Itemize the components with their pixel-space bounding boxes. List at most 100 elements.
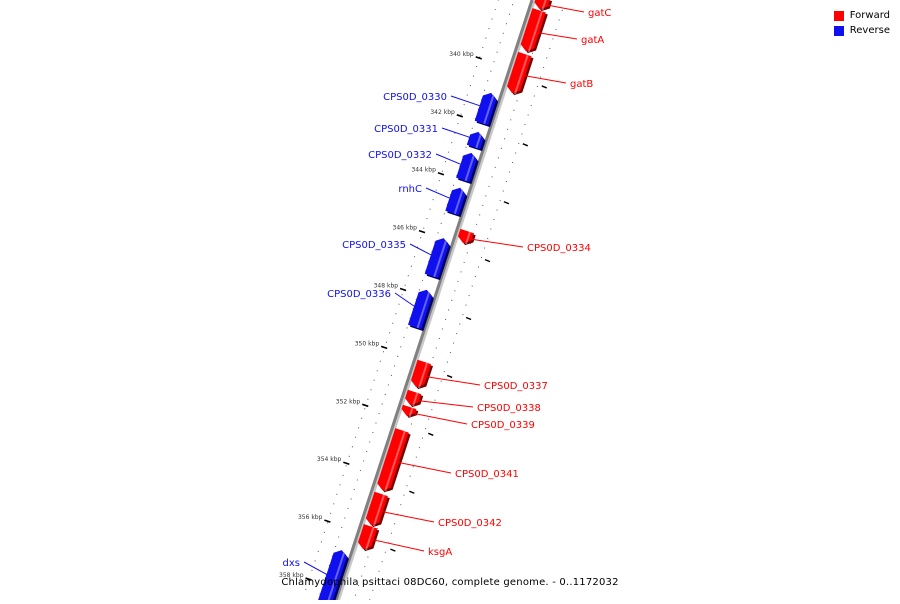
- gene-feature-dxs: [317, 550, 347, 604]
- minor-tick-mark: [484, 258, 491, 263]
- gene-leader-line: [414, 413, 468, 425]
- tick-mark: [324, 519, 331, 523]
- gene-label-cps0d_0331: CPS0D_0331: [374, 124, 438, 135]
- gene-feature-cps0d_0337: [411, 359, 431, 388]
- tick-mark: [418, 229, 426, 234]
- gene-feature-highlight: [326, 550, 346, 604]
- gene-feature-cps0d_0342: [365, 491, 388, 526]
- gene-leader-line: [398, 462, 452, 474]
- gene-feature-highlight: [417, 362, 429, 389]
- gene-label-cps0d_0330: CPS0D_0330: [383, 92, 447, 103]
- gene-feature-cps0d_0338: [405, 389, 422, 406]
- gene-leader-line: [548, 4, 585, 13]
- gene-leader-line: [441, 127, 470, 138]
- legend-label-forward: Forward: [849, 10, 890, 21]
- reverse-swatch-icon: [833, 25, 844, 36]
- gene-feature-rnhc: [445, 187, 466, 216]
- tick-mark: [456, 114, 464, 118]
- gene-leader-line: [525, 75, 567, 84]
- gene-label-ksga: ksgA: [428, 547, 452, 558]
- gene-label-rnhc: rnhC: [398, 184, 422, 195]
- tick-label: 358 kbp: [279, 572, 304, 579]
- gene-leader-line: [373, 539, 425, 552]
- gene-label-gatb: gatB: [570, 79, 593, 90]
- tick-mark: [475, 56, 482, 60]
- minor-tick-mark: [446, 374, 453, 379]
- gene-feature-highlight: [408, 407, 414, 418]
- backbone-shadow: [336, 0, 536, 601]
- gene-feature-highlight: [483, 93, 495, 125]
- tick-label: 346 kbp: [393, 225, 418, 232]
- gene-feature-gatc: [534, 0, 550, 10]
- gene-label-cps0d_0338: CPS0D_0338: [477, 403, 541, 414]
- tick-label: 344 kbp: [411, 167, 436, 174]
- gene-leader-line: [450, 95, 480, 107]
- gene-label-cps0d_0334: CPS0D_0334: [527, 243, 591, 254]
- gene-feature-highlight: [475, 132, 483, 149]
- forward-swatch-icon: [833, 10, 844, 21]
- gene-label-cps0d_0339: CPS0D_0339: [471, 420, 535, 431]
- tick-mark: [305, 577, 312, 581]
- gene-leader-line: [471, 238, 524, 248]
- gene-feature-cps0d_0341: [377, 428, 409, 491]
- legend-label-reverse: Reverse: [849, 25, 890, 36]
- minor-tick-mark: [390, 548, 396, 552]
- gene-feature-highlight: [372, 494, 385, 527]
- gene-leader-line: [382, 511, 435, 523]
- tick-mark: [380, 345, 388, 350]
- minor-tick-mark: [427, 432, 434, 436]
- gene-feature-highlight: [416, 290, 431, 329]
- gene-feature-cps0d_0336: [408, 289, 432, 330]
- tick-label: 356 kbp: [298, 514, 323, 521]
- tick-label: 354 kbp: [317, 456, 342, 463]
- tick-label: 352 kbp: [336, 398, 361, 405]
- tick-mark: [343, 461, 350, 465]
- gene-leader-line: [303, 561, 327, 575]
- minor-tick-mark: [541, 85, 547, 89]
- gene-label-cps0d_0341: CPS0D_0341: [455, 469, 519, 480]
- gene-feature-ksga: [358, 524, 378, 550]
- tick-mark: [437, 171, 445, 176]
- genome-caption: Chlamydophila psittaci 08DC60, complete …: [281, 577, 619, 588]
- tick-mark: [399, 287, 407, 292]
- genome-backbone: [334, 0, 534, 601]
- gene-feature-highlight: [384, 430, 406, 492]
- gene-leader-line: [425, 187, 450, 199]
- gene-feature-highlight: [465, 231, 471, 245]
- strand-legend: Forward Reverse: [833, 8, 890, 38]
- tick-label: 340 kbp: [449, 51, 474, 58]
- gene-feature-cps0d_0335: [424, 238, 449, 279]
- tick-label: 350 kbp: [355, 340, 380, 347]
- gene-feature-highlight: [541, 0, 547, 11]
- gene-label-cps0d_0337: CPS0D_0337: [484, 381, 548, 392]
- gene-label-cps0d_0335: CPS0D_0335: [342, 240, 406, 251]
- minor-tick-mark: [465, 316, 472, 321]
- gene-feature-highlight: [514, 54, 529, 95]
- minor-tick-mark: [409, 490, 415, 494]
- minor-tick-mark: [522, 143, 529, 147]
- gene-label-dxs: dxs: [283, 558, 300, 569]
- gene-label-cps0d_0332: CPS0D_0332: [368, 150, 432, 161]
- gene-feature-cps0d_0330: [474, 92, 497, 126]
- gene-feature-highlight: [453, 188, 464, 215]
- gene-feature-highlight: [412, 392, 419, 407]
- gene-feature-cps0d_0334: [458, 228, 474, 244]
- gene-leader-line: [394, 292, 415, 307]
- tick-label: 342 kbp: [430, 109, 455, 116]
- gene-leader-line: [409, 243, 432, 256]
- legend-item-reverse: Reverse: [833, 23, 890, 38]
- gene-label-cps0d_0336: CPS0D_0336: [327, 289, 391, 300]
- gene-leader-line: [426, 376, 481, 386]
- gene-label-gata: gatA: [581, 35, 604, 46]
- gene-feature-gata: [520, 8, 546, 52]
- gene-feature-cps0d_0331: [466, 131, 484, 150]
- gene-feature-cps0d_0332: [456, 152, 477, 183]
- legend-item-forward: Forward: [833, 8, 890, 23]
- gene-feature-gatb: [507, 51, 532, 94]
- gene-feature-highlight: [527, 10, 543, 53]
- gene-feature-highlight: [464, 153, 476, 182]
- gene-label-cps0d_0342: CPS0D_0342: [438, 518, 502, 529]
- minor-tick-mark: [503, 201, 510, 205]
